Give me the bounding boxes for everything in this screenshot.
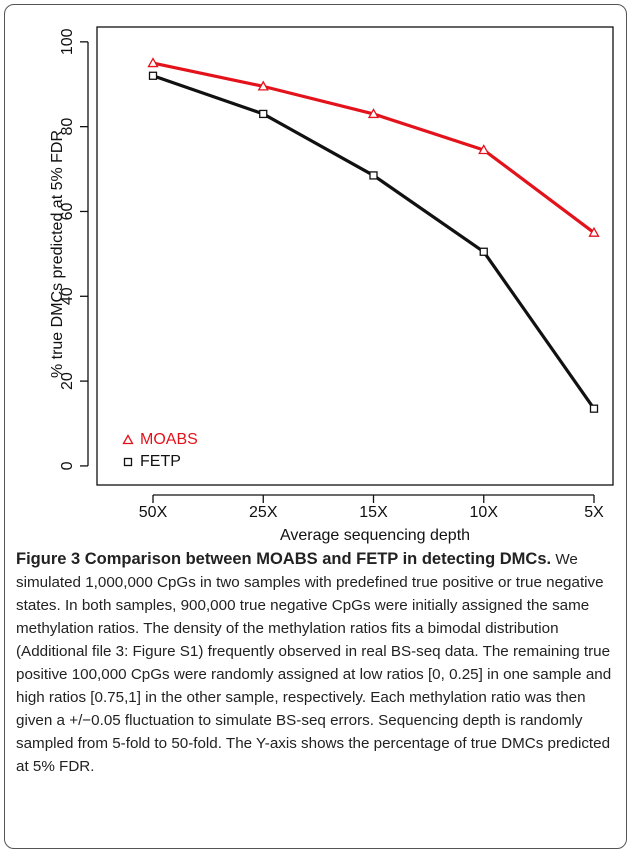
legend-label: FETP: [140, 453, 181, 470]
y-tick-label: 40: [59, 287, 76, 305]
y-tick-label: 0: [59, 461, 76, 470]
series-line: [152, 74, 596, 410]
legend-marker: [123, 457, 133, 467]
data-point: [148, 71, 158, 80]
data-point: [369, 171, 378, 180]
data-point: [257, 80, 269, 91]
x-tick-label: 25X: [249, 504, 278, 521]
y-tick-label: 20: [59, 372, 76, 390]
y-tick-label: 100: [59, 28, 76, 55]
x-tick-label: 10X: [470, 504, 499, 521]
y-tick-label: 80: [59, 118, 76, 136]
x-tick-label: 15X: [359, 504, 388, 521]
plot-box: [96, 26, 614, 486]
x-tick-label: 5X: [584, 504, 604, 521]
data-point: [478, 144, 490, 155]
legend-marker: [122, 434, 134, 445]
caption-title: Figure 3 Comparison between MOABS and FE…: [16, 550, 552, 568]
x-axis-label: Average sequencing depth: [280, 527, 470, 544]
chart: Average sequencing depth % true DMCs pre…: [49, 26, 614, 544]
data-point: [259, 109, 268, 119]
caption-text: We simulated 1,000,000 CpGs in two sampl…: [16, 551, 612, 775]
y-axis-label: % true DMCs predicted at 5% FDR: [49, 130, 66, 378]
series-line: [152, 61, 595, 234]
data-point: [479, 247, 488, 256]
x-tick-label: 50X: [139, 504, 168, 521]
caption: Figure 3 Comparison between MOABS and FE…: [16, 548, 621, 778]
data-point: [589, 404, 599, 413]
data-point: [367, 108, 380, 119]
data-point: [147, 57, 159, 68]
frame: [4, 4, 627, 849]
legend-label: MOABS: [140, 431, 198, 448]
data-point: [588, 226, 600, 237]
y-tick-label: 60: [59, 202, 76, 220]
